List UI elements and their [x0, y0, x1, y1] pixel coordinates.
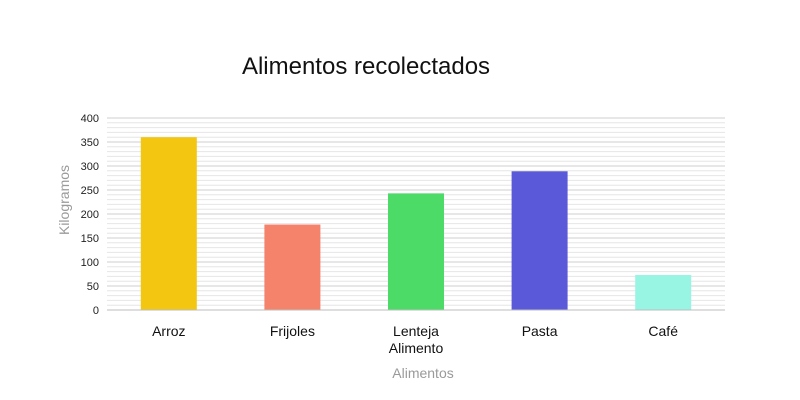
y-tick-label: 200: [81, 209, 99, 221]
y-tick-label: 50: [87, 281, 99, 293]
x-tick-label: Pasta: [522, 323, 558, 339]
x-axis-ticks: Arroz Frijoles Lenteja Alimento Pasta Café: [152, 323, 678, 356]
y-tick-label: 150: [81, 233, 99, 245]
bar-café: [635, 274, 692, 310]
y-axis-label: Kilogramos: [56, 165, 72, 235]
y-tick-label: 0: [93, 305, 99, 317]
x-axis-label: Alimentos: [392, 365, 453, 381]
y-tick-label: 400: [81, 113, 99, 125]
y-axis-ticks: 0 50 100 150 200 250 300 350 400: [81, 113, 99, 317]
x-tick-label: Café: [648, 323, 678, 339]
y-tick-label: 300: [81, 161, 99, 173]
y-tick-label: 250: [81, 185, 99, 197]
x-tick-label: Frijoles: [270, 323, 315, 339]
bars: [140, 137, 692, 310]
bar-pasta: [511, 171, 568, 310]
bar-lenteja-alimento: [388, 193, 444, 310]
bar-arroz: [140, 137, 197, 310]
x-tick-label: Lenteja Alimento: [389, 323, 444, 356]
y-tick-label: 350: [81, 137, 99, 149]
bar-frijoles: [264, 224, 321, 310]
x-tick-label: Arroz: [152, 323, 185, 339]
y-tick-label: 100: [81, 257, 99, 269]
chart-title: Alimentos recolectados: [242, 53, 490, 80]
